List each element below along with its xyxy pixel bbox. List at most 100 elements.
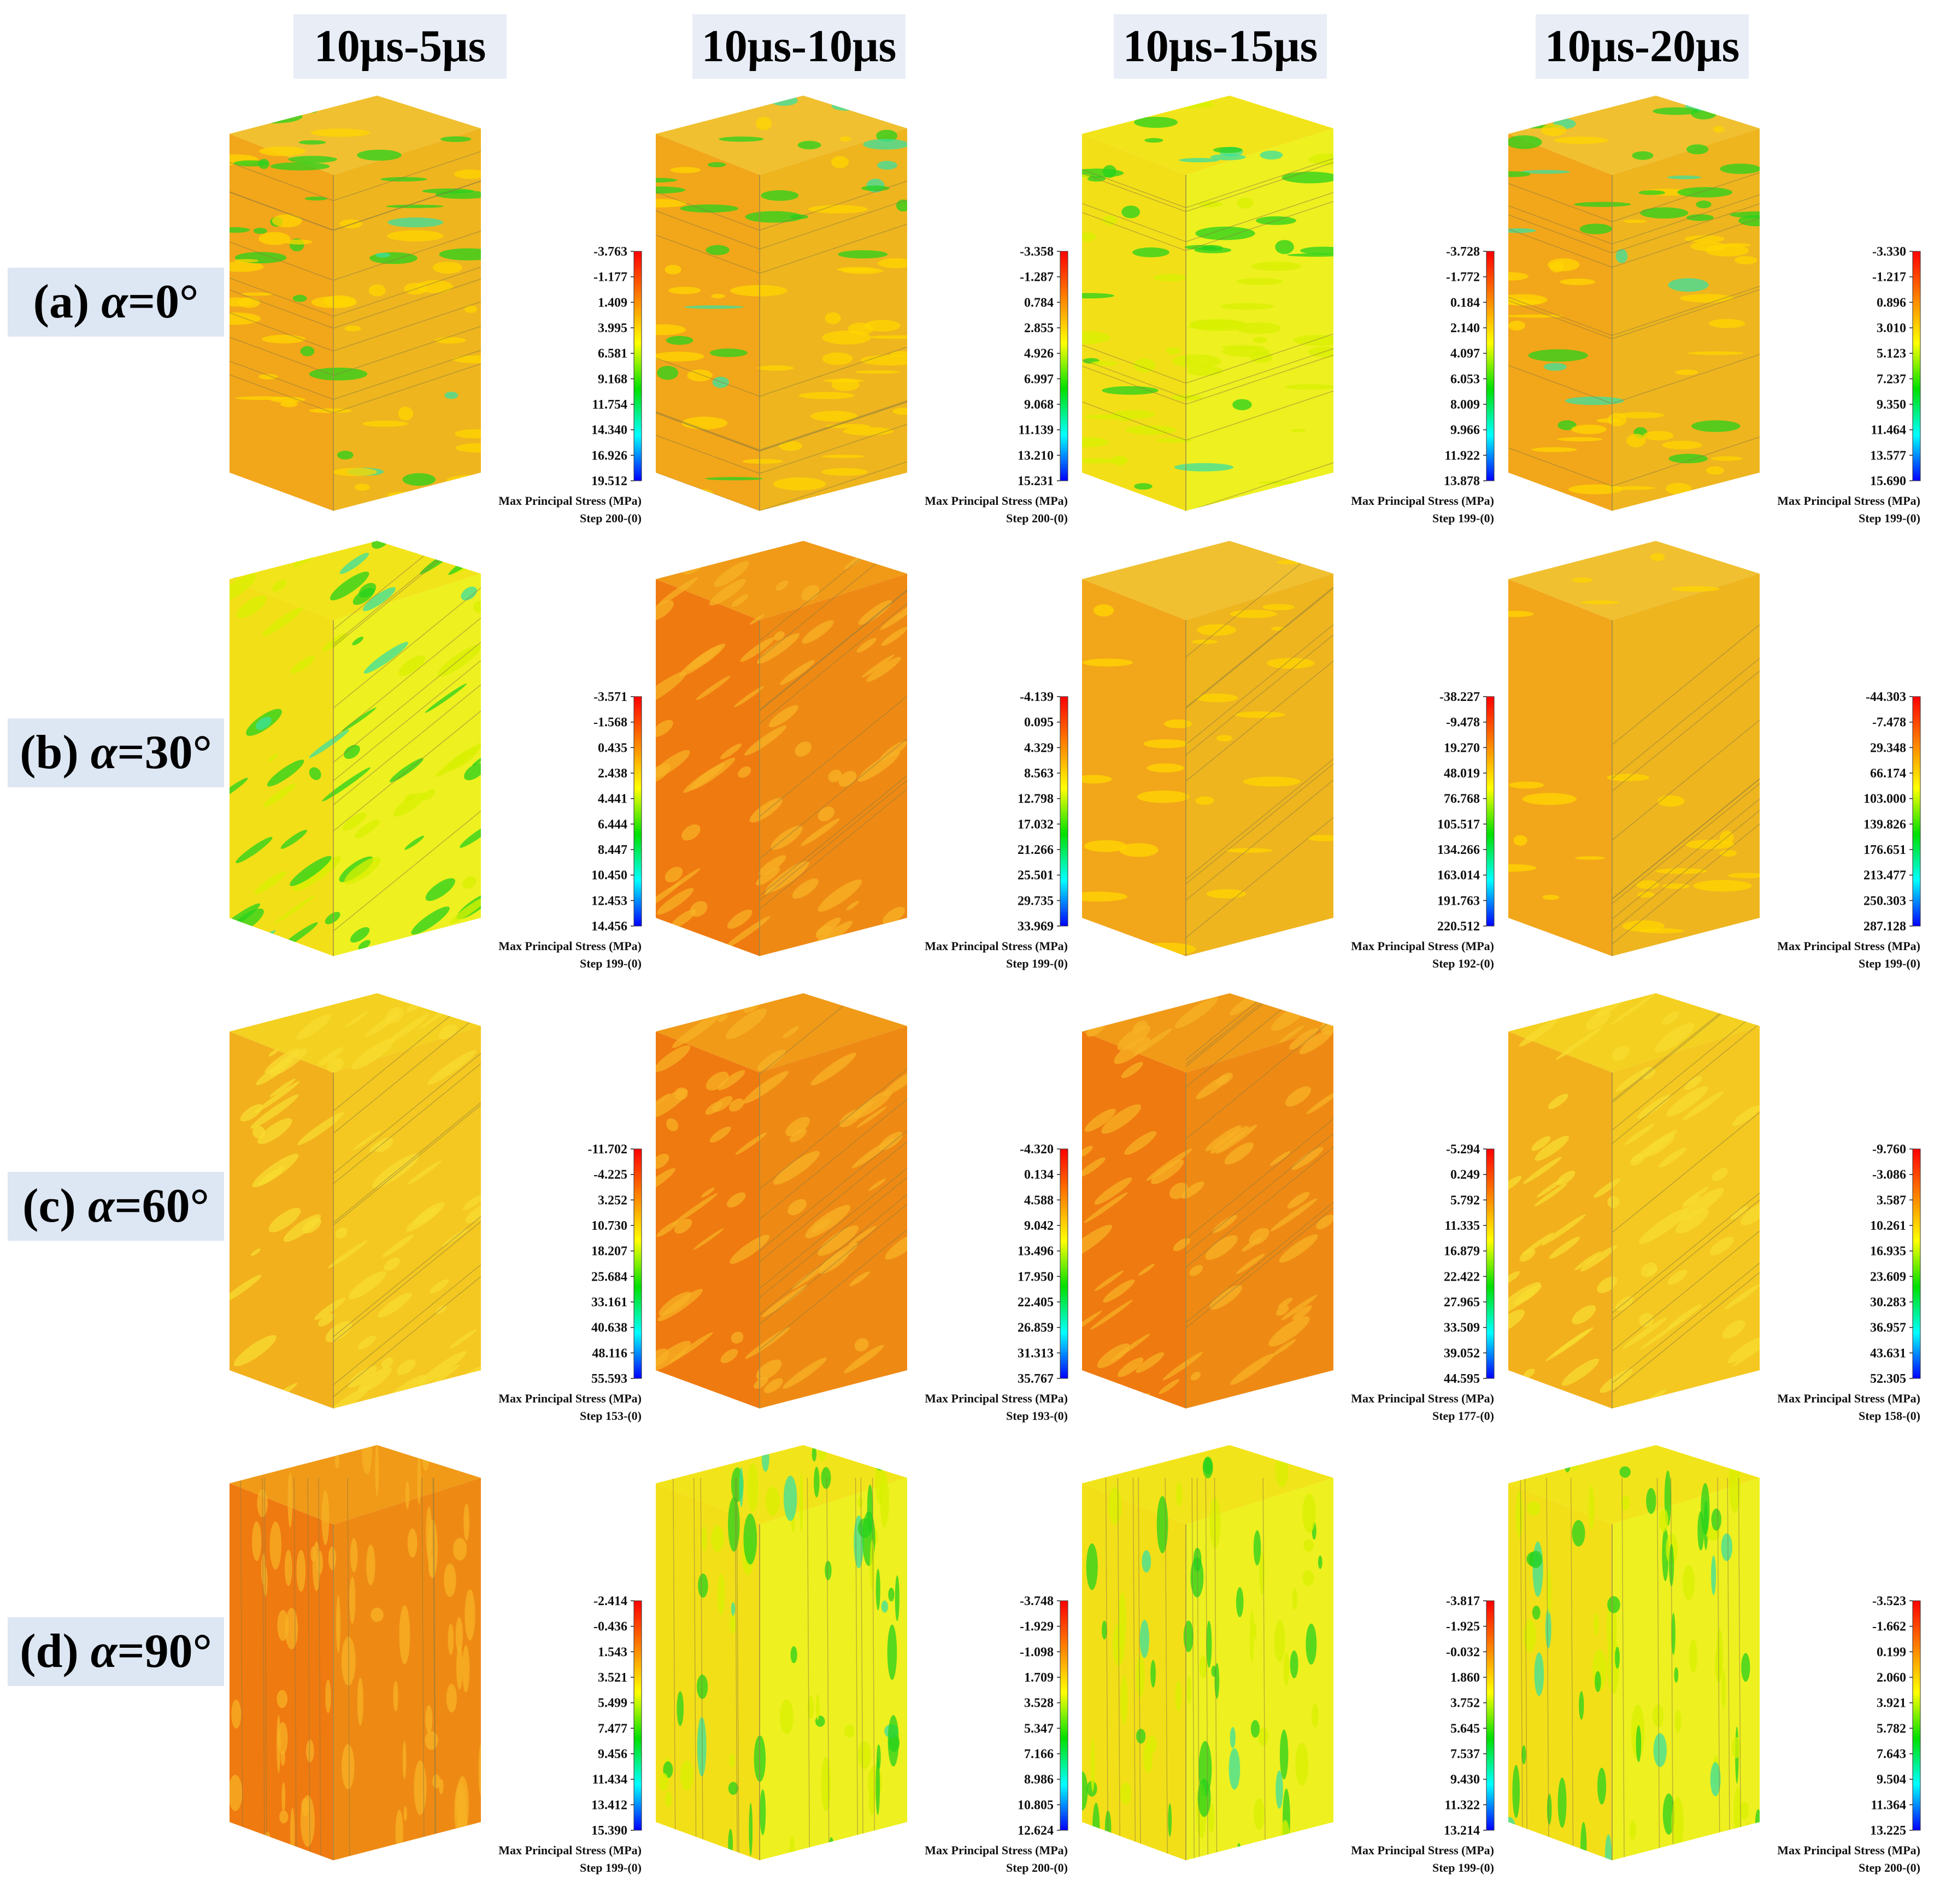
colorbar-tick-label: 5.123 (1877, 347, 1906, 361)
colorbar-tick-label: 9.168 (598, 372, 627, 386)
colorbar-tick-label: -11.702 (587, 1142, 627, 1157)
colorbar-tick-label: 103.000 (1864, 792, 1906, 806)
block-right-face (760, 1478, 907, 1860)
step-label: Step 153-(0) (580, 1409, 642, 1423)
row-label-b: (b) α=30° (8, 718, 224, 787)
colorbar-tick-label: 163.014 (1437, 869, 1480, 883)
block-top-face (1508, 993, 1760, 1072)
colorbar-tick-label: -1.098 (1020, 1645, 1054, 1659)
colorbar-tick-label: 33.161 (591, 1295, 627, 1310)
colorbar-tick-label: -1.929 (1020, 1620, 1054, 1634)
legend-title: Max Principal Stress (MPa) (1351, 494, 1494, 508)
colorbar-tick-label: 7.166 (1024, 1747, 1054, 1761)
colorbar-tick-label: 5.792 (1450, 1193, 1480, 1207)
colorbar-tick-label: -3.728 (1446, 245, 1480, 259)
colorbar-tick-label: 9.430 (1450, 1773, 1480, 1787)
block-top-face (656, 96, 907, 175)
colorbar-tick-label: 10.261 (1870, 1219, 1906, 1233)
legend-title: Max Principal Stress (MPa) (925, 494, 1068, 508)
colorbar-tick-label: 3.995 (598, 321, 627, 335)
colorbar (1060, 696, 1068, 927)
colorbar-tick-label: 0.134 (1024, 1168, 1054, 1182)
stress-panel: -44.303 -7.478 29.348 66.174 103.000 139.826 1… (1508, 541, 1921, 970)
stress-panel: -11.702 -4.225 3.252 10.730 18.207 25.684 33.1… (230, 993, 642, 1423)
colorbar-tick-label: -1.925 (1446, 1620, 1480, 1634)
colorbar-tick-label: 13.210 (1018, 449, 1054, 463)
legend-title: Max Principal Stress (MPa) (1777, 1392, 1920, 1405)
colorbar-tick-label: 3.252 (598, 1193, 627, 1207)
colorbar-tick-label: 0.784 (1024, 296, 1054, 310)
colorbar-tick-label: 0.249 (1450, 1168, 1480, 1182)
colorbar-tick-label: -2.414 (593, 1594, 627, 1608)
colorbar-tick-label: 220.512 (1437, 919, 1480, 934)
colorbar-tick-label: 8.009 (1450, 398, 1480, 412)
stress-panel: -3.728 -1.772 0.184 2.140 4.097 6.053 8.009 9.9… (1082, 96, 1495, 525)
colorbar (633, 1148, 642, 1379)
colorbar-tick-label: 4.329 (1024, 741, 1054, 755)
colorbar-tick-label: 0.896 (1877, 296, 1906, 310)
colorbar-tick-label: 11.335 (1444, 1219, 1480, 1233)
colorbar-tick-label: 139.826 (1864, 817, 1906, 832)
block-right-face (1612, 128, 1760, 511)
block-left-face (1508, 579, 1612, 956)
colorbar-tick-label: 2.060 (1877, 1671, 1906, 1685)
colorbar-tick-label: 6.444 (598, 817, 627, 832)
block-top-face (1082, 96, 1333, 175)
step-label: Step 200-(0) (1006, 511, 1068, 525)
colorbar-tick-label: 0.199 (1877, 1645, 1906, 1659)
block-top-face (1082, 1445, 1333, 1524)
colorbar-tick-label: 105.517 (1437, 817, 1480, 832)
legend-title: Max Principal Stress (MPa) (925, 939, 1068, 953)
row-label-d: (d) α=90° (8, 1617, 224, 1686)
colorbar-tick-label: 2.438 (598, 767, 627, 781)
block-right-face (1612, 1478, 1760, 1860)
colorbar-tick-label: 3.010 (1877, 321, 1906, 335)
colorbar-tick-label: 17.950 (1018, 1270, 1054, 1284)
colorbar-tick-label: 16.879 (1444, 1245, 1480, 1259)
colorbar-tick-label: 29.735 (1018, 894, 1054, 908)
colorbar-tick-label: 11.464 (1871, 423, 1906, 438)
colorbar-tick-label: 16.935 (1870, 1245, 1906, 1259)
colorbar-tick-label: 35.767 (1018, 1372, 1054, 1386)
colorbar-tick-label: -3.748 (1020, 1594, 1054, 1608)
colorbar-tick-label: 15.390 (591, 1824, 627, 1838)
colorbar-tick-label: 15.231 (1018, 474, 1054, 488)
colorbar-tick-label: 13.412 (591, 1798, 627, 1812)
colorbar-tick-label: 25.684 (591, 1270, 627, 1284)
row-label-c: (c) α=60° (8, 1172, 224, 1241)
colorbar-tick-label: 0.184 (1450, 296, 1480, 310)
colorbar-tick-label: 1.409 (598, 296, 627, 310)
colorbar-tick-label: 18.207 (591, 1245, 627, 1259)
block-top-face (1082, 993, 1333, 1072)
colorbar-tick-label: 44.595 (1444, 1372, 1480, 1386)
legend-title: Max Principal Stress (MPa) (498, 1392, 642, 1405)
colorbar-tick-label: 31.313 (1018, 1346, 1054, 1360)
step-label: Step 193-(0) (1006, 1409, 1068, 1423)
colorbar-tick-label: 76.768 (1444, 792, 1480, 806)
colorbar-tick-label: 11.922 (1444, 449, 1480, 463)
colorbar-tick-label: 191.763 (1437, 894, 1480, 908)
colorbar-tick-label: 22.405 (1018, 1295, 1054, 1310)
row-label-a: (a) α=0° (8, 268, 224, 337)
colorbar-tick-label: -1.662 (1872, 1620, 1906, 1634)
block-left-face (1082, 1031, 1186, 1408)
colorbar-tick-label: 13.577 (1870, 449, 1906, 463)
colorbar-tick-label: 12.453 (591, 894, 627, 908)
step-label: Step 199-(0) (1432, 511, 1494, 525)
colorbar-tick-label: 8.447 (598, 843, 627, 857)
colorbar-tick-label: -7.478 (1872, 716, 1906, 730)
colorbar-tick-label: 39.052 (1444, 1346, 1480, 1360)
colorbar (1486, 1600, 1495, 1831)
colorbar-tick-label: 5.782 (1877, 1722, 1906, 1736)
colorbar-tick-label: 9.042 (1024, 1219, 1054, 1233)
colorbar-tick-label: -1.568 (593, 716, 627, 730)
step-label: Step 200-(0) (580, 511, 642, 525)
colorbar-tick-label: 3.521 (598, 1671, 627, 1685)
colorbar-tick-label: -3.763 (593, 245, 627, 259)
legend-title: Max Principal Stress (MPa) (925, 1392, 1068, 1405)
colorbar-tick-label: 66.174 (1870, 767, 1906, 781)
colorbar-tick-label: 13.214 (1444, 1824, 1480, 1838)
colorbar-tick-label: 25.501 (1018, 869, 1054, 883)
block-right-face (1186, 574, 1333, 956)
